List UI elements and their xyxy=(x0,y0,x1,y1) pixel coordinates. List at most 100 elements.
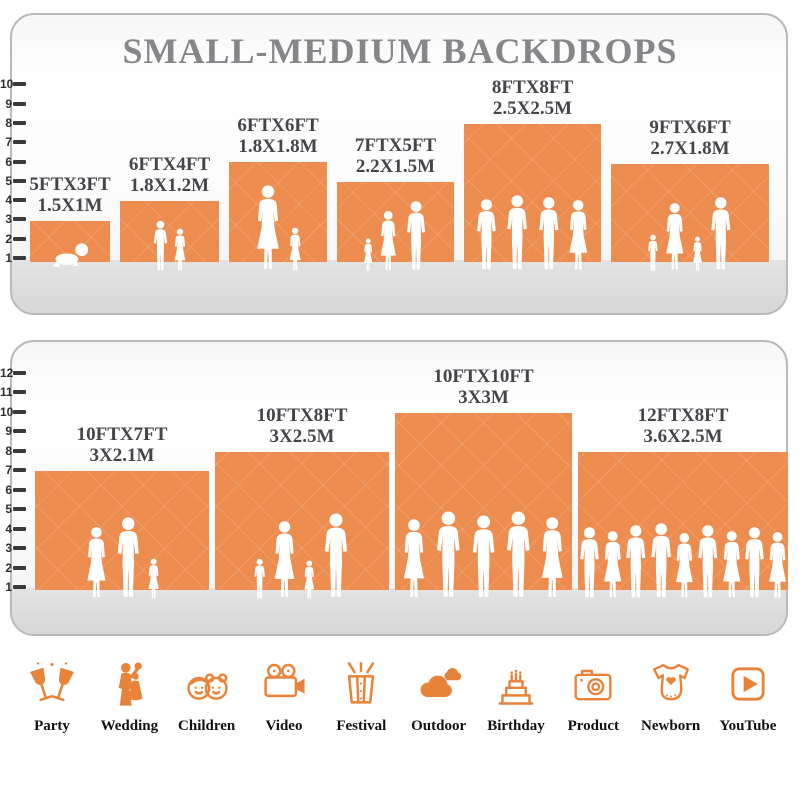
ruler-tick-label: 2 xyxy=(5,560,12,575)
category-wedding: Wedding xyxy=(93,658,165,735)
man-silhouette xyxy=(113,516,144,600)
man-silhouette xyxy=(741,526,768,600)
ruler-tick-label: 2 xyxy=(5,231,12,246)
ruler-tick: 7 xyxy=(0,464,26,476)
bar-size-m: 2.5X2.5M xyxy=(492,98,573,119)
bar-size-ft: 5FTX3FT xyxy=(29,174,111,195)
ruler-tick-label: 1 xyxy=(5,580,12,594)
ruler-tick: 2 xyxy=(0,233,26,245)
category-party: Party xyxy=(16,658,88,735)
category-label: Product xyxy=(567,718,619,734)
category-outdoor: Outdoor xyxy=(403,658,475,735)
ruler-tick-label: 6 xyxy=(5,154,12,169)
ruler-tick: 11 xyxy=(0,386,26,398)
man-silhouette xyxy=(622,524,650,600)
ruler-tick-mark xyxy=(13,390,26,394)
bar-label: 8FTX8FT 2.5X2.5M xyxy=(492,77,573,119)
backdrop-bar-10ftx7ft: 10FTX7FT 3X2.1M xyxy=(35,424,209,590)
woman-silhouette xyxy=(377,210,400,272)
silhouette-group xyxy=(229,184,327,272)
silhouette-group xyxy=(464,194,601,272)
bar-size-ft: 6FTX4FT xyxy=(128,154,211,175)
bar-size-ft: 10FTX10FT xyxy=(433,366,534,387)
ruler-tick-label: 5 xyxy=(5,173,12,188)
man-silhouette xyxy=(576,526,603,600)
ruler-tick-label: 1 xyxy=(5,251,12,265)
ruler-tick: 1 xyxy=(0,252,26,264)
category-youtube: YouTube xyxy=(712,658,784,735)
bar-label: 6FTX6FT 1.8X1.8M xyxy=(237,115,318,157)
ruler-tick: 4 xyxy=(0,194,26,206)
festival-icon xyxy=(348,662,375,704)
wedding-icon xyxy=(119,662,143,706)
bar-size-ft: 8FTX8FT xyxy=(491,77,574,98)
category-label: Video xyxy=(265,718,303,734)
woman-silhouette xyxy=(270,520,299,600)
child-silhouette xyxy=(646,234,660,272)
man-silhouette xyxy=(473,198,500,272)
man-silhouette xyxy=(403,200,429,272)
video-icon xyxy=(264,663,305,698)
ruler-tick-mark xyxy=(13,487,26,492)
ruler-tick-mark xyxy=(13,236,26,241)
ruler-tick-label: 11 xyxy=(0,385,13,399)
bar-size-ft: 7FTX5FT xyxy=(354,135,437,156)
bar-label: 10FTX7FT 3X2.1M xyxy=(77,424,168,466)
silhouette-group xyxy=(578,522,788,600)
birthday-icon xyxy=(498,669,534,705)
silhouette-group xyxy=(120,220,219,272)
ruler-tick: 3 xyxy=(0,213,26,225)
silhouette-group xyxy=(395,510,572,600)
bar-size-m: 2.2X1.5M xyxy=(355,156,436,177)
backdrop-bar-6ftx4ft: 6FTX4FT 1.8X1.2M xyxy=(120,154,219,262)
bar-size-m: 1.8X1.2M xyxy=(129,175,210,196)
category-label: Party xyxy=(34,718,70,734)
ruler-tick: 5 xyxy=(0,175,26,187)
child-silhouette xyxy=(302,560,317,600)
ruler-tick-mark xyxy=(13,178,26,183)
bar-label: 10FTX10FT 3X3M xyxy=(433,366,533,408)
bar-size-m: 3X2.1M xyxy=(89,445,155,466)
ruler-tick-mark xyxy=(13,82,26,87)
ruler-tick: 8 xyxy=(0,445,26,457)
man-silhouette xyxy=(320,512,352,600)
backdrop-bar-12ftx8ft: 12FTX8FT 3.6X2.5M xyxy=(578,405,788,590)
ruler-tick: 4 xyxy=(0,523,26,535)
ruler-tick-mark xyxy=(13,140,26,145)
category-newborn: Newborn xyxy=(635,658,707,735)
category-children: Children xyxy=(171,658,243,735)
ruler-tick-mark xyxy=(13,409,26,414)
ruler-tick: 3 xyxy=(0,542,26,554)
bar-size-ft: 9FTX6FT xyxy=(649,117,731,138)
bar-size-m: 1.8X1.8M xyxy=(238,136,318,157)
girl-silhouette xyxy=(172,228,188,272)
man-silhouette xyxy=(647,522,675,600)
bar-size-ft: 10FTX7FT xyxy=(76,424,168,445)
category-label: YouTube xyxy=(719,718,777,734)
category-product: Product xyxy=(557,658,629,735)
ruler-tick-label: 3 xyxy=(5,541,12,555)
boy-silhouette xyxy=(151,220,170,272)
bar-label: 7FTX5FT 2.2X1.5M xyxy=(355,135,436,177)
ruler-tick: 10 xyxy=(0,406,26,418)
ruler-tick-mark xyxy=(13,585,26,589)
bar-size-m: 1.5X1M xyxy=(37,195,103,216)
outdoor-icon xyxy=(420,668,461,697)
category-label: Newborn xyxy=(641,718,701,734)
backdrop-bar-10ftx10ft: 10FTX10FT 3X3M xyxy=(395,366,572,590)
child-silhouette xyxy=(362,238,374,272)
bar-size-ft: 10FTX8FT xyxy=(256,405,348,426)
ruler-tick-mark xyxy=(13,198,26,203)
bar-size-ft: 6FTX6FT xyxy=(237,115,319,136)
woman-silhouette xyxy=(662,202,687,272)
man-silhouette xyxy=(694,524,722,600)
ruler-tick-label: 7 xyxy=(5,135,12,150)
category-label: Birthday xyxy=(487,718,545,734)
ruler-tick: 9 xyxy=(0,98,26,110)
bar-label: 12FTX8FT 3.6X2.5M xyxy=(638,405,729,447)
ruler-tick-mark xyxy=(13,448,26,453)
ruler-tick-mark xyxy=(13,370,26,375)
backdrop-bar-7ftx5ft: 7FTX5FT 2.2X1.5M xyxy=(337,135,454,262)
ruler-tick-mark xyxy=(13,256,26,260)
silhouette-group xyxy=(35,516,209,600)
